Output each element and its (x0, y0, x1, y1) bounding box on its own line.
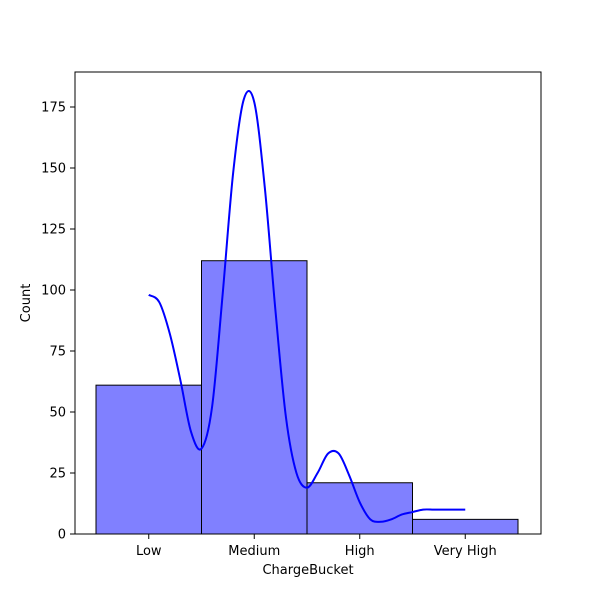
x-tick-label: Very High (434, 544, 497, 559)
x-axis-label: ChargeBucket (262, 563, 353, 578)
bar-medium (201, 260, 308, 535)
kde-group (148, 89, 466, 523)
y-axis-label: Count (19, 284, 34, 323)
kde-line (148, 89, 466, 523)
y-tick-label: 150 (41, 162, 66, 177)
y-tick-label: 125 (41, 223, 66, 238)
bar-high (306, 482, 413, 535)
y-tick-label: 75 (49, 345, 66, 360)
y-tick-label: 25 (49, 467, 66, 482)
bar-low (95, 384, 202, 535)
x-tick-label: Medium (228, 544, 280, 559)
y-tick-label: 0 (58, 528, 66, 543)
y-tick-label: 175 (41, 101, 66, 116)
x-tick-label: High (345, 544, 375, 559)
bars-group (95, 260, 519, 535)
ticks-group: 0 25 50 75 100 125 150 175 Low Medium High Very Hig… (41, 101, 497, 560)
plot-frame (74, 71, 542, 535)
x-tick-label: Low (136, 544, 162, 559)
y-tick-label: 100 (41, 284, 66, 299)
bar-very-high (412, 518, 519, 535)
y-tick-label: 50 (49, 406, 66, 421)
